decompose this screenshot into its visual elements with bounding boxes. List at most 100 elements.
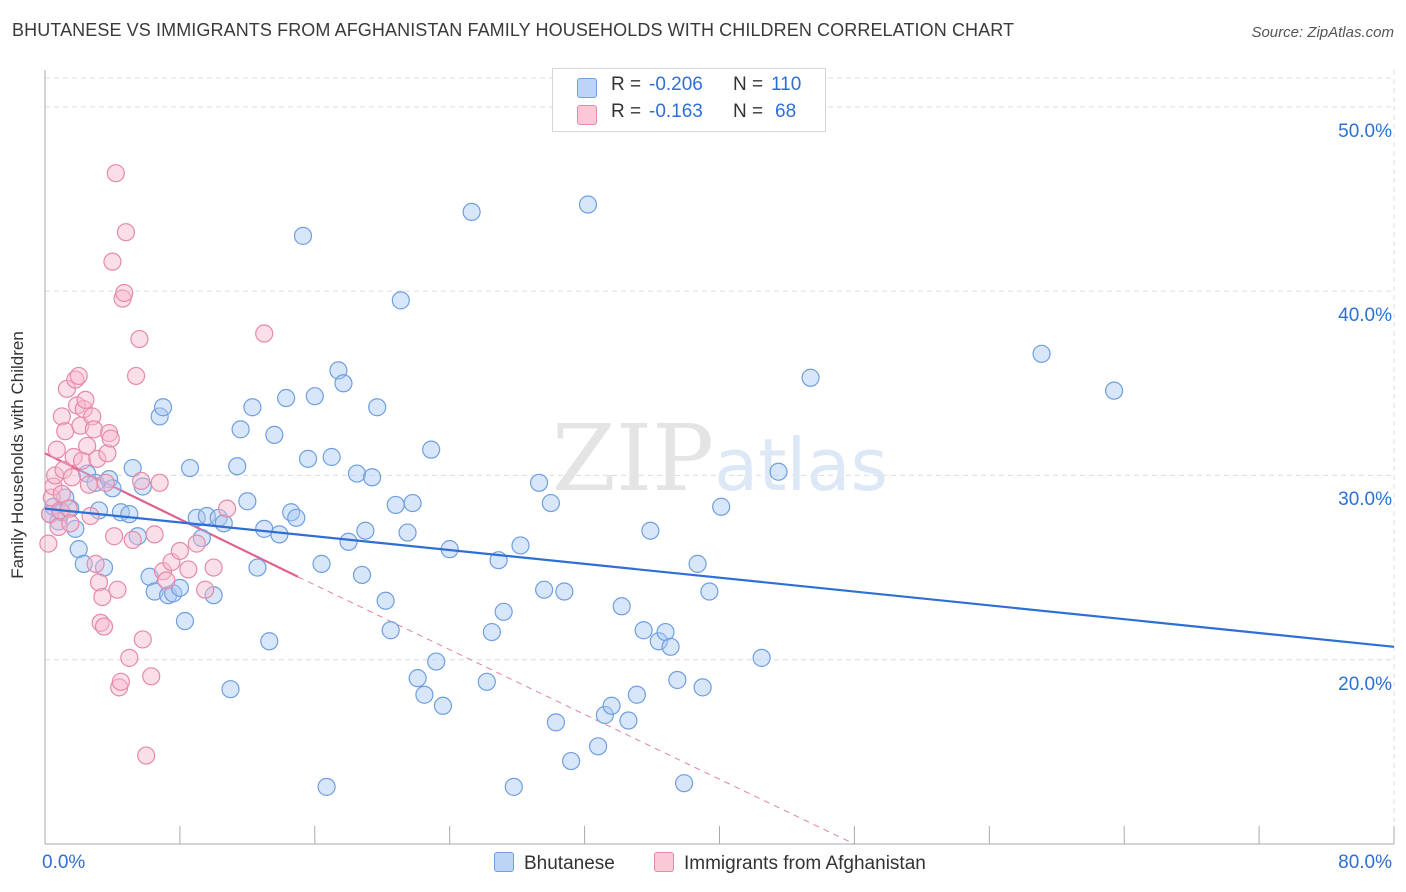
point-bhutanese [504,777,523,796]
point-afghanistan [218,499,237,518]
point-bhutanese [175,611,195,631]
point-bhutanese [546,713,566,732]
point-bhutanese [352,565,372,585]
chart-title: BHUTANESE VS IMMIGRANTS FROM AFGHANISTAN… [12,20,1015,40]
point-bhutanese [322,447,341,467]
point-bhutanese [298,449,318,468]
point-bhutanese [243,398,262,417]
point-bhutanese [228,457,247,476]
point-afghanistan [76,390,95,409]
point-bhutanese [386,495,405,515]
point-afghanistan [137,746,156,765]
point-bhutanese [270,525,289,544]
point-bhutanese [712,497,731,516]
point-afghanistan [130,329,149,349]
point-bhutanese [562,751,581,771]
point-afghanistan [61,514,80,533]
point-bhutanese [180,458,200,478]
point-bhutanese [641,521,660,540]
point-bhutanese [265,425,284,444]
bottom-legend-label-afghanistan: Immigrants from Afghanistan [684,853,926,874]
point-afghanistan [59,499,78,518]
point-afghanistan [187,534,206,553]
point-bhutanese [287,508,306,527]
point-afghanistan [101,429,120,448]
point-bhutanese [368,398,387,417]
y-tick-label: 50.0% [1338,120,1392,142]
point-afghanistan [52,407,71,426]
x-tick-label-max: 80.0% [1338,852,1392,873]
y-tick-label: 30.0% [1338,489,1392,511]
point-bhutanese [277,388,296,408]
legend-n-label: N = [733,101,764,122]
point-bhutanese [477,672,496,691]
trend-line-bhutanese [44,507,1395,648]
point-bhutanese [255,519,274,538]
legend-r-label: R = [611,101,642,122]
point-afghanistan [88,449,107,468]
watermark: ZIPatlas [552,405,888,512]
legend-n-label: N = [733,74,764,95]
point-afghanistan [126,366,146,386]
point-bhutanese [231,420,250,439]
point-bhutanese [422,440,441,459]
point-bhutanese [334,374,353,393]
point-bhutanese [602,696,621,715]
point-afghanistan [196,580,215,599]
point-bhutanese [674,774,694,793]
y-tick-label: 40.0% [1338,305,1392,327]
point-bhutanese [120,505,139,524]
point-bhutanese [238,492,257,511]
point-bhutanese [260,632,279,651]
legend-r-value: -0.206 [649,74,703,95]
point-bhutanese [482,622,501,642]
point-afghanistan [142,667,161,686]
point-bhutanese [661,637,680,656]
point-bhutanese [688,554,707,573]
legend-swatch-blue [577,78,597,98]
point-bhutanese [627,685,646,704]
point-bhutanese [293,226,313,245]
point-bhutanese [433,696,453,715]
point-afghanistan [96,473,115,492]
point-bhutanese [535,580,554,599]
trend-line-pink-dashed [297,576,855,845]
point-bhutanese [123,458,142,478]
point-afghanistan [52,484,71,503]
point-afghanistan [89,573,109,592]
point-bhutanese [555,582,574,601]
point-afghanistan [120,648,139,667]
legend-r-value: -0.163 [649,101,703,122]
point-bhutanese [153,398,173,417]
point-bhutanese [391,291,410,310]
point-bhutanese [86,473,105,492]
bottom-legend-swatch-blue [494,852,514,872]
point-afghanistan [132,471,151,491]
point-bhutanese [214,514,233,533]
point-bhutanese [462,202,481,221]
axes [44,70,1395,845]
point-afghanistan [179,560,198,579]
point-bhutanese [347,464,367,483]
point-afghanistan [39,534,58,553]
watermark-zip: ZIP [552,405,714,512]
point-afghanistan [105,527,124,546]
point-bhutanese [619,711,638,730]
point-bhutanese [312,554,331,573]
stats-legend: R = -0.206 N = 110 R = -0.163 N = 68 [552,68,826,132]
bottom-legend-swatch-pink [654,852,674,872]
point-bhutanese [1104,381,1124,400]
bottom-legend-label-bhutanese: Bhutanese [524,853,615,874]
point-bhutanese [595,705,614,725]
point-afghanistan [170,541,189,561]
legend-n-value: 68 [775,101,797,122]
point-bhutanese [769,462,788,481]
point-afghanistan [133,630,152,649]
point-bhutanese [801,368,820,387]
point-bhutanese [145,582,164,601]
point-afghanistan [86,554,105,573]
legend-item-bhutanese: Bhutanese [494,852,615,875]
point-bhutanese [700,582,719,601]
legend-item-afghanistan: Immigrants from Afghanistan [654,852,926,875]
trend-line-pink [44,452,299,578]
